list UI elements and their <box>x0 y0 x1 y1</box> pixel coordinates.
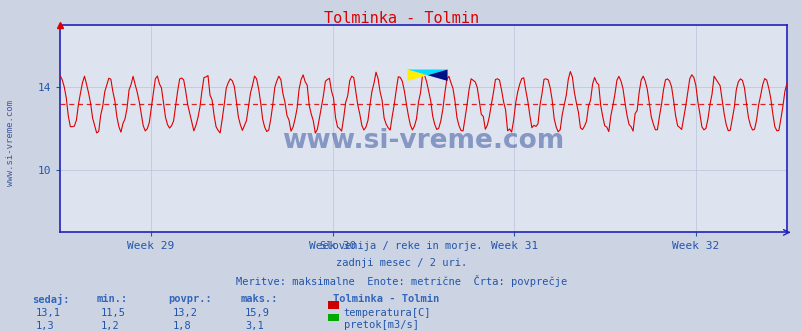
Text: temperatura[C]: temperatura[C] <box>343 308 431 318</box>
Text: povpr.:: povpr.: <box>168 294 212 304</box>
Text: 1,8: 1,8 <box>172 321 191 331</box>
Text: zadnji mesec / 2 uri.: zadnji mesec / 2 uri. <box>335 258 467 268</box>
Text: 11,5: 11,5 <box>100 308 125 318</box>
Polygon shape <box>407 69 427 81</box>
Text: 1,3: 1,3 <box>36 321 55 331</box>
Text: pretok[m3/s]: pretok[m3/s] <box>343 320 418 330</box>
Text: 13,1: 13,1 <box>36 308 61 318</box>
Text: 15,9: 15,9 <box>245 308 269 318</box>
Text: Meritve: maksimalne  Enote: metrične  Črta: povprečje: Meritve: maksimalne Enote: metrične Črta… <box>236 275 566 287</box>
Text: 13,2: 13,2 <box>172 308 197 318</box>
Text: Tolminka - Tolmin: Tolminka - Tolmin <box>323 11 479 26</box>
Text: maks.:: maks.: <box>241 294 278 304</box>
Text: min.:: min.: <box>96 294 128 304</box>
Text: sedaj:: sedaj: <box>32 294 70 305</box>
Text: Slovenija / reke in morje.: Slovenija / reke in morje. <box>320 241 482 251</box>
Text: 3,1: 3,1 <box>245 321 263 331</box>
Text: www.si-vreme.com: www.si-vreme.com <box>6 100 15 186</box>
Polygon shape <box>427 69 447 81</box>
Polygon shape <box>407 69 447 75</box>
Text: Tolminka - Tolmin: Tolminka - Tolmin <box>333 294 439 304</box>
Text: www.si-vreme.com: www.si-vreme.com <box>282 128 564 154</box>
Text: 1,2: 1,2 <box>100 321 119 331</box>
